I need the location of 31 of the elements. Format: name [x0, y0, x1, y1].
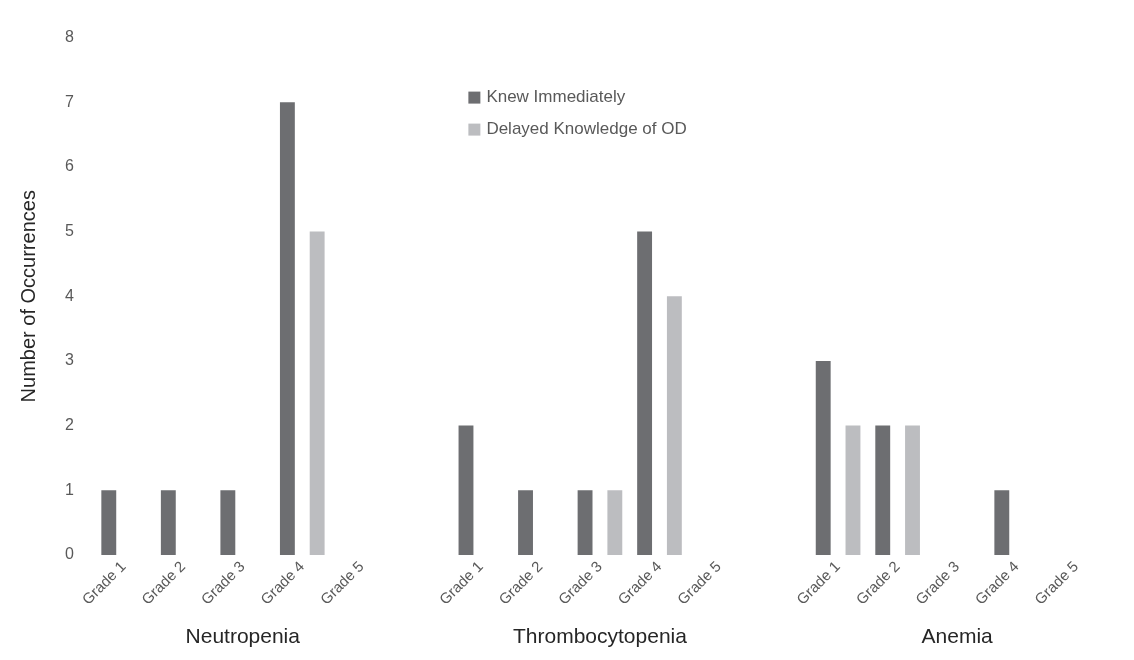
bar [875, 425, 891, 555]
bar [994, 490, 1010, 555]
bar [845, 425, 861, 555]
bar [905, 425, 920, 555]
text: Anemia [921, 624, 994, 648]
y-tick-label: 6 [64, 157, 74, 175]
bar [101, 490, 117, 555]
bar [607, 490, 623, 555]
text: Neutropenia [185, 624, 301, 648]
bar [220, 490, 236, 555]
legend-label: Delayed Knowledge of OD [486, 119, 687, 139]
bar [815, 360, 831, 555]
bar [637, 231, 653, 555]
bar [666, 296, 682, 555]
y-tick-label: 1 [64, 480, 74, 498]
y-tick-label: 8 [64, 28, 74, 46]
legend-label: Knew Immediately [486, 87, 626, 107]
bar [160, 490, 176, 555]
text: Thrombocytopenia [512, 624, 688, 648]
y-tick-label: 2 [64, 416, 74, 434]
y-axis-title: Number of Occurrences [16, 190, 39, 403]
bar [458, 425, 474, 555]
y-tick-label: 0 [64, 545, 74, 563]
y-tick-label: 4 [64, 286, 74, 304]
y-tick-label: 7 [64, 92, 74, 110]
bar [279, 102, 295, 555]
bar [577, 490, 593, 555]
y-tick-label: 3 [64, 351, 74, 369]
bar [309, 231, 325, 555]
y-tick-label: 5 [64, 222, 74, 240]
bar [518, 490, 533, 555]
